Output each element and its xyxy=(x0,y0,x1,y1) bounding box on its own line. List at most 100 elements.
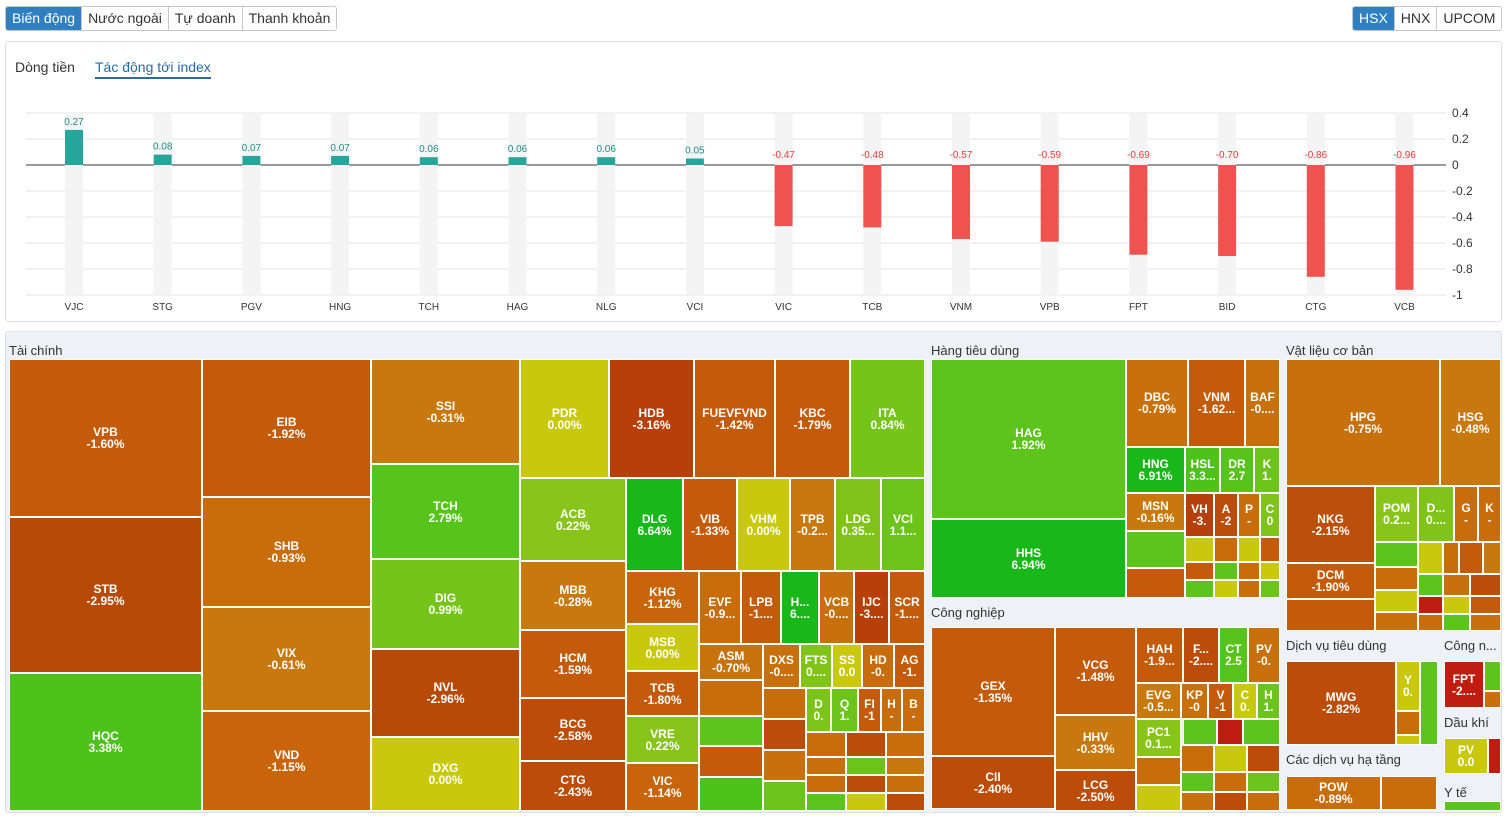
stock-tile[interactable]: VRE 0.22% xyxy=(626,716,699,763)
stock-tile-small[interactable] xyxy=(1418,614,1443,631)
stock-tile[interactable]: HAH -1.9... xyxy=(1136,627,1183,683)
stock-tile[interactable]: DBC -0.79% xyxy=(1126,359,1188,447)
stock-tile-small[interactable] xyxy=(1126,568,1185,598)
stock-tile[interactable]: FUEVFVND -1.42% xyxy=(694,359,775,478)
stock-tile-small[interactable] xyxy=(1214,562,1238,580)
stock-tile[interactable]: ACB 0.22% xyxy=(520,478,626,561)
stock-tile[interactable]: B- xyxy=(902,688,925,732)
stock-tile[interactable]: PDR 0.00% xyxy=(520,359,609,478)
stock-tile-small[interactable] xyxy=(763,688,806,719)
stock-tile-small[interactable] xyxy=(1443,542,1459,574)
stock-tile-small[interactable] xyxy=(886,793,925,811)
stock-tile-small[interactable] xyxy=(763,719,806,750)
stock-tile[interactable]: TCH 2.79% xyxy=(371,464,520,559)
stock-tile-small[interactable] xyxy=(1238,537,1260,562)
stock-tile-small[interactable] xyxy=(1181,745,1214,772)
stock-tile[interactable]: CT 2.5 xyxy=(1219,627,1248,683)
stock-tile[interactable]: VIB -1.33% xyxy=(683,478,737,571)
stock-tile[interactable]: DCM -1.90% xyxy=(1286,563,1375,599)
stock-tile[interactable]: P- xyxy=(1238,493,1260,537)
stock-tile-small[interactable] xyxy=(1185,562,1214,580)
stock-tile[interactable]: GEX -1.35% xyxy=(931,627,1055,756)
tab-hnx[interactable]: HNX xyxy=(1395,7,1438,30)
stock-tile-small[interactable] xyxy=(1185,580,1214,598)
stock-tile-small[interactable] xyxy=(699,746,763,777)
stock-tile-small[interactable] xyxy=(1459,542,1483,574)
stock-tile[interactable]: VPB -1.60% xyxy=(9,359,202,517)
stock-tile[interactable]: VCB -0.... xyxy=(819,571,854,644)
stock-tile-small[interactable] xyxy=(1136,757,1181,785)
stock-tile-small[interactable] xyxy=(1381,776,1437,810)
stock-tile[interactable]: D 0. xyxy=(806,688,831,732)
stock-tile-small[interactable] xyxy=(1470,596,1501,614)
stock-tile-small[interactable] xyxy=(1375,612,1418,631)
stock-tile[interactable]: CTG -2.43% xyxy=(520,761,626,811)
stock-tile[interactable]: A -2 xyxy=(1214,493,1238,537)
stock-tile[interactable]: HD -0. xyxy=(862,644,894,688)
stock-tile[interactable]: MSN -0.16% xyxy=(1126,493,1185,531)
stock-tile-small[interactable] xyxy=(1183,719,1217,745)
stock-tile[interactable]: EIB -1.92% xyxy=(202,359,371,497)
stock-tile[interactable]: H- xyxy=(881,688,902,732)
stock-tile[interactable]: BCG -2.58% xyxy=(520,698,626,761)
stock-tile[interactable]: MSB 0.00% xyxy=(626,624,699,671)
stock-tile-small[interactable] xyxy=(1243,719,1280,745)
stock-tile-small[interactable] xyxy=(1247,772,1280,792)
stock-tile[interactable]: VNM -1.62... xyxy=(1188,359,1245,447)
stock-tile[interactable]: G- xyxy=(1454,486,1478,542)
stock-tile[interactable]: AG -1. xyxy=(894,644,925,688)
stock-tile[interactable]: V -1 xyxy=(1208,683,1233,719)
stock-tile-small[interactable] xyxy=(806,793,846,811)
stock-tile-small[interactable] xyxy=(699,716,763,746)
stock-tile[interactable]: STB -2.95% xyxy=(9,517,202,673)
stock-tile[interactable]: Q 1. xyxy=(831,688,858,732)
stock-tile-small[interactable] xyxy=(806,775,846,793)
stock-tile[interactable]: FI -1 xyxy=(858,688,881,732)
stock-tile-small[interactable] xyxy=(1214,537,1238,562)
stock-tile[interactable]: D... 0.... xyxy=(1418,486,1454,542)
stock-tile[interactable]: K- xyxy=(1478,486,1501,542)
stock-tile-small[interactable] xyxy=(1260,580,1280,598)
stock-tile[interactable]: DIG 0.99% xyxy=(371,559,520,649)
stock-tile-small[interactable] xyxy=(1484,661,1501,691)
stock-tile-small[interactable] xyxy=(1181,772,1214,792)
stock-tile-small[interactable] xyxy=(699,680,763,716)
stock-tile-small[interactable] xyxy=(1488,738,1501,774)
stock-tile-small[interactable] xyxy=(763,750,806,781)
tab-tu-doanh[interactable]: Tự doanh xyxy=(169,7,243,30)
tab-tac-dong-toi-index[interactable]: Tác động tới index xyxy=(95,59,211,79)
stock-tile-small[interactable] xyxy=(846,757,886,775)
stock-tile[interactable]: SS 0.0 xyxy=(832,644,862,688)
stock-tile[interactable]: TCB -1.80% xyxy=(626,671,699,716)
stock-tile[interactable]: NKG -2.15% xyxy=(1286,486,1375,563)
stock-tile[interactable]: MBB -0.28% xyxy=(520,561,626,630)
stock-tile-small[interactable] xyxy=(1418,574,1443,596)
stock-tile-small[interactable] xyxy=(1260,537,1280,562)
stock-tile-small[interactable] xyxy=(1185,537,1214,562)
stock-tile-small[interactable] xyxy=(1214,772,1247,792)
stock-tile-small[interactable] xyxy=(1375,590,1418,612)
stock-tile[interactable]: Y 0. xyxy=(1396,661,1420,711)
stock-tile-small[interactable] xyxy=(1420,661,1438,745)
stock-tile-small[interactable] xyxy=(886,757,925,775)
tab-upcom[interactable]: UPCOM xyxy=(1443,10,1496,26)
stock-tile[interactable]: VH -3. xyxy=(1185,493,1214,537)
stock-tile[interactable]: LPB -1.... xyxy=(741,571,781,644)
stock-tile-small[interactable] xyxy=(1260,562,1280,580)
stock-tile[interactable]: FPT -2.... xyxy=(1444,661,1484,708)
stock-tile-small[interactable] xyxy=(1136,785,1181,811)
stock-tile[interactable]: H... 6.... xyxy=(781,571,819,644)
stock-tile[interactable]: VHM 0.00% xyxy=(737,478,790,571)
stock-tile[interactable]: H 1. xyxy=(1257,683,1280,719)
stock-tile[interactable]: VIC -1.14% xyxy=(626,763,699,811)
stock-tile-small[interactable] xyxy=(1214,792,1247,811)
stock-tile[interactable]: K 1. xyxy=(1254,447,1280,493)
stock-tile-small[interactable] xyxy=(1286,599,1375,631)
stock-tile-small[interactable] xyxy=(1217,719,1243,745)
stock-tile[interactable]: HNG 6.91% xyxy=(1126,447,1185,493)
stock-tile[interactable]: DLG 6.64% xyxy=(626,478,683,571)
stock-tile-small[interactable] xyxy=(1214,580,1238,598)
stock-tile[interactable]: LDG 0.35... xyxy=(835,478,881,571)
tab-hsx[interactable]: HSX xyxy=(1353,7,1395,30)
stock-tile[interactable]: KBC -1.79% xyxy=(775,359,850,478)
